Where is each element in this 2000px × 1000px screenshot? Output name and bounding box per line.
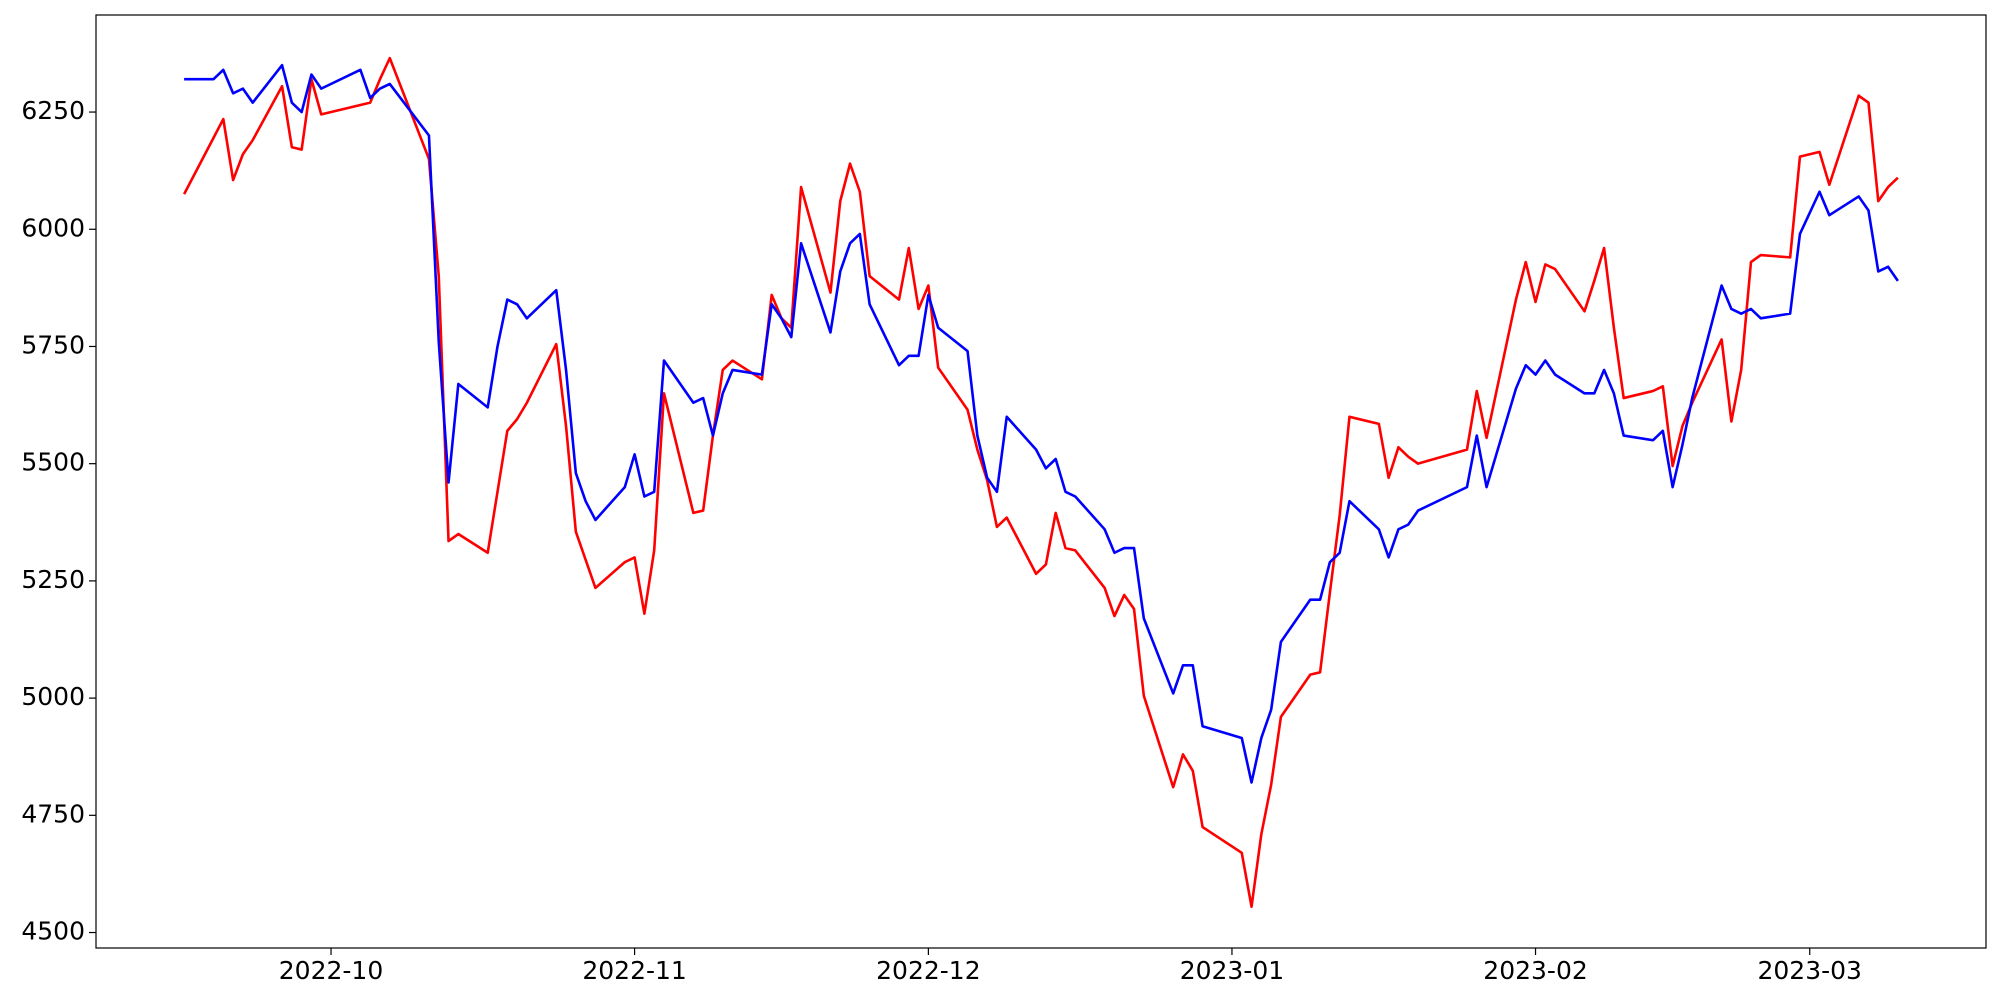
y-tick-label: 4750 <box>21 799 85 828</box>
y-tick-label: 5750 <box>21 330 85 359</box>
data-line <box>184 63 1899 784</box>
x-tick-label: 2023-03 <box>1757 956 1861 985</box>
x-tick-label: 2022-10 <box>279 956 383 985</box>
data-line <box>182 56 1899 909</box>
plot-frame <box>95 14 1987 949</box>
x-tick-label: 2023-01 <box>1180 956 1284 985</box>
y-tick-label: 5500 <box>21 448 85 477</box>
x-tick-label: 2022-11 <box>582 956 686 985</box>
y-tick-label: 6000 <box>21 213 85 242</box>
y-tick-label: 5000 <box>21 682 85 711</box>
x-tick-label: 2022-12 <box>876 956 980 985</box>
y-tick-label: 5250 <box>21 565 85 594</box>
y-tick-label: 6250 <box>21 96 85 125</box>
x-tick-label: 2023-02 <box>1483 956 1587 985</box>
y-tick-label: 4500 <box>21 917 85 946</box>
